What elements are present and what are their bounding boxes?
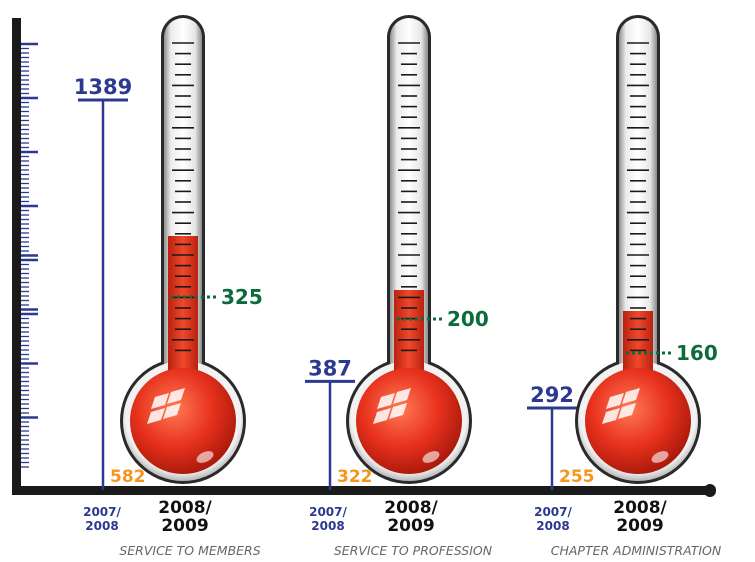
mercury-bulb [585, 368, 691, 474]
previous-period-label: 2008 [85, 519, 118, 533]
previous-period-label: 2007/ [309, 505, 347, 519]
previous-period-label: 2008 [311, 519, 344, 533]
previous-actual-label: 255 [559, 467, 595, 487]
current-value-label: 325 [221, 285, 263, 309]
category-group: 387 322 200 2007/2008 2008/2009 SERVICE TO PR… [305, 15, 493, 558]
current-value-label: 160 [676, 341, 718, 365]
goal-value-label: 292 [530, 383, 574, 407]
bulb-highlight [602, 388, 669, 463]
goal-value-label: 1389 [74, 75, 132, 99]
mercury-bulb [130, 368, 236, 474]
y-axis [12, 18, 38, 494]
ground-line-end [704, 484, 716, 497]
current-period-label: 2009 [616, 516, 663, 536]
current-period-label: 2008/ [158, 498, 212, 518]
current-value-label: 200 [447, 307, 489, 331]
current-period-label: 2008/ [384, 498, 438, 518]
current-period-label: 2009 [387, 516, 434, 536]
previous-period-label: 2007/ [534, 505, 572, 519]
category-label: CHAPTER ADMINISTRATION [551, 543, 722, 558]
ground-line [12, 486, 712, 495]
tube-scale-ticks [398, 42, 420, 352]
ruler-bar [12, 18, 21, 494]
current-period-label: 2008/ [613, 498, 667, 518]
bulb-highlight [147, 388, 214, 463]
x-axis-baseline [12, 484, 716, 497]
category-label: SERVICE TO PROFESSION [334, 543, 493, 558]
current-period-label: 2009 [161, 516, 208, 536]
previous-actual-label: 582 [110, 467, 146, 487]
previous-period-label: 2008 [536, 519, 569, 533]
tube-scale-ticks [627, 42, 649, 352]
tube-scale-ticks [172, 42, 194, 352]
mercury-bulb [356, 368, 462, 474]
category-group: 1389 582 325 2007/2008 2008/2009 SERVICE TO M… [74, 15, 263, 558]
category-label: SERVICE TO MEMBERS [119, 543, 260, 558]
previous-actual-label: 322 [337, 467, 373, 487]
bulb-highlight [373, 388, 440, 463]
category-group: 292 255 160 2007/2008 2008/2009 CHAPTER ADMIN… [527, 15, 722, 558]
previous-period-label: 2007/ [83, 505, 121, 519]
goal-value-label: 387 [308, 356, 352, 380]
